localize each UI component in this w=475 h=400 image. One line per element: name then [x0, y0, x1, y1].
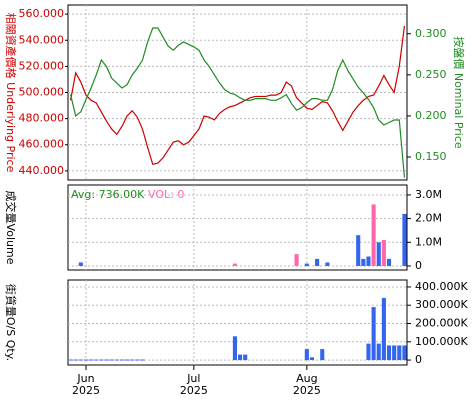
bar	[381, 297, 386, 361]
bar	[392, 345, 397, 361]
y-tick-label: 300.000K	[415, 298, 468, 311]
bar	[89, 359, 94, 361]
x-tick-label: Aug 2025	[292, 372, 321, 397]
bar	[78, 262, 83, 266]
bar	[243, 354, 248, 361]
bar	[309, 357, 315, 361]
x-tick-label: Jun 2025	[71, 372, 100, 397]
y2-tick-label: 0.250	[415, 68, 447, 81]
bar	[94, 359, 99, 361]
annotation: Avg: 736.00K	[71, 188, 145, 201]
bar	[356, 235, 361, 266]
y-axis-label: 成交量Volume	[4, 191, 18, 265]
bar	[114, 359, 119, 361]
y-axis-label: 相關資產價格 Underlying Price	[4, 13, 18, 173]
bar	[381, 239, 386, 266]
bar	[73, 359, 78, 361]
y-tick-label: 480.000	[19, 112, 65, 125]
y-axis-label: 街貨量O/S Qty.	[4, 284, 18, 361]
bar	[68, 359, 73, 361]
y-tick-label: 1.0M	[415, 235, 442, 248]
y-tick-label: 0	[415, 353, 422, 366]
bar	[104, 359, 109, 361]
bar	[140, 359, 145, 361]
bar	[294, 254, 299, 266]
bar	[386, 345, 392, 361]
bar	[232, 263, 237, 266]
price-line	[69, 25, 406, 166]
bar	[402, 213, 407, 266]
bar	[304, 349, 309, 361]
y-tick-label: 560.000	[19, 7, 65, 20]
x-tick-label: Jul 2025	[179, 372, 208, 397]
bar	[304, 263, 309, 266]
bar	[238, 354, 243, 361]
y2-tick-label: 0.200	[415, 109, 447, 122]
annotation: VOL: 0	[148, 188, 184, 201]
y-tick-label: 0	[415, 259, 422, 272]
plot-frame	[67, 279, 408, 366]
bar	[315, 258, 320, 266]
y2-tick-label: 0.150	[415, 150, 447, 163]
bar	[325, 262, 330, 266]
bar	[130, 359, 135, 361]
bar	[397, 345, 402, 361]
y-tick-label: 100.000K	[415, 335, 468, 348]
bar	[386, 258, 392, 266]
bar	[83, 359, 89, 361]
bar	[232, 336, 237, 361]
bar	[320, 349, 325, 361]
price-line	[69, 27, 406, 178]
bar	[371, 307, 376, 361]
bar	[376, 343, 381, 361]
bar	[78, 359, 83, 361]
y-tick-label: 2.0M	[415, 212, 442, 225]
bar	[119, 359, 124, 361]
y-tick-label: 460.000	[19, 138, 65, 151]
y-tick-label: 540.000	[19, 33, 65, 46]
bar	[135, 359, 140, 361]
bar	[366, 256, 371, 266]
y2-axis-label: 按盤價 Nominal Price	[452, 36, 466, 149]
bar	[125, 359, 130, 361]
bar	[99, 359, 104, 361]
bar	[376, 242, 381, 266]
y-tick-label: 3.0M	[415, 188, 442, 201]
y2-tick-label: 0.300	[415, 27, 447, 40]
y-tick-label: 520.000	[19, 59, 65, 72]
bar	[361, 258, 366, 266]
bar	[371, 204, 376, 266]
bar	[109, 359, 114, 361]
bar	[402, 345, 407, 361]
plot-frame	[67, 184, 408, 271]
bar	[366, 343, 371, 361]
y-tick-label: 400.000K	[415, 280, 468, 293]
y-tick-label: 440.000	[19, 164, 65, 177]
y-tick-label: 200.000K	[415, 317, 468, 330]
y-tick-label: 500.000	[19, 86, 65, 99]
